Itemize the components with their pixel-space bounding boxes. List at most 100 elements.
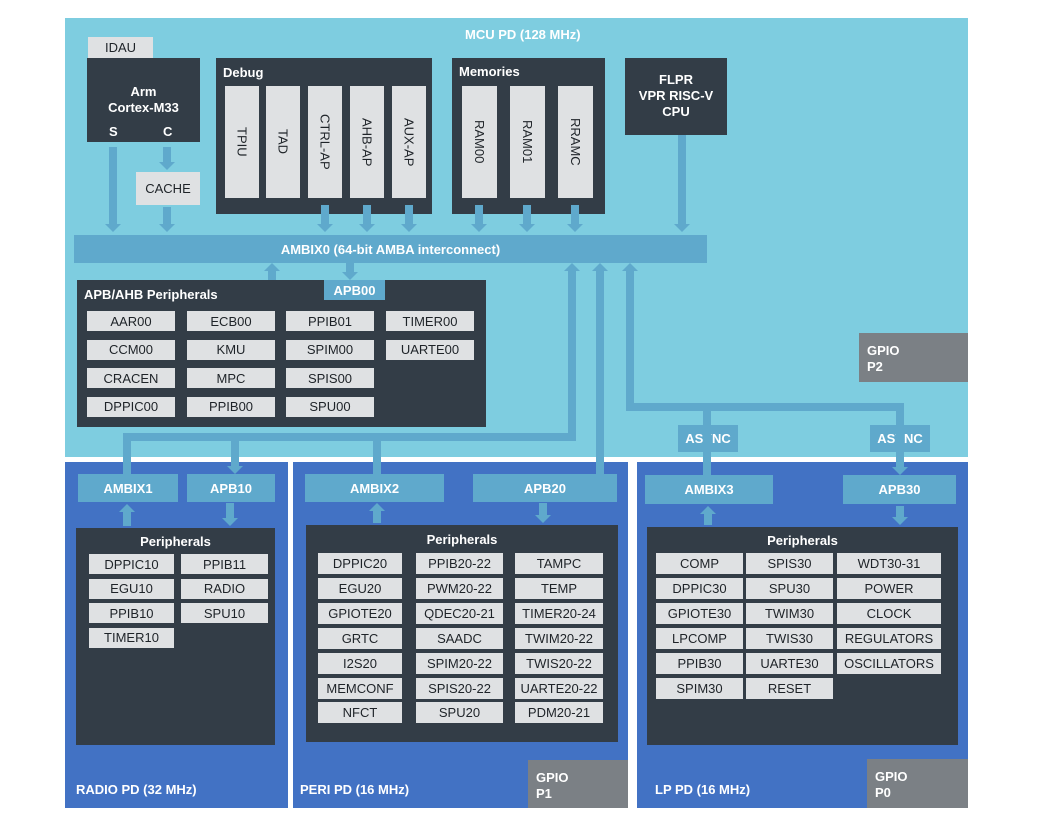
lp-peripheral-item: LPCOMP xyxy=(656,628,743,649)
peri-peripheral-item: GPIOTE20 xyxy=(318,602,402,624)
debug-item: CTRL-AP xyxy=(308,86,342,198)
arrow-down-icon xyxy=(317,224,333,232)
debug-item: AUX-AP xyxy=(392,86,426,198)
apb-ahb-peripheral-item: AAR00 xyxy=(87,311,175,331)
connector-line xyxy=(568,271,576,437)
connector-line xyxy=(163,147,171,162)
arrow-up-icon xyxy=(564,263,580,271)
cpu-label-2: Cortex-M33 xyxy=(108,100,179,115)
lp-domain-title: LP PD (16 MHz) xyxy=(655,782,751,797)
cpu-label-1: Arm xyxy=(130,84,157,99)
arrow-down-icon xyxy=(892,517,908,525)
peri-peripheral-item: QDEC20-21 xyxy=(416,602,503,624)
lp-peripheral-item: REGULATORS xyxy=(837,628,941,649)
arrow-down-icon xyxy=(535,515,551,523)
debug-item: TPIU xyxy=(225,86,259,198)
gpio-p1-label-1: GPIO xyxy=(536,770,569,785)
peri-peripheral-item: SAADC xyxy=(416,627,503,649)
arrow-down-icon xyxy=(471,224,487,232)
lp-peripheral-item: SPIM30 xyxy=(656,678,743,699)
connector-line xyxy=(896,407,904,467)
gpio-p2-label-2: P2 xyxy=(867,359,883,374)
lp-peripheral-item: TWIS30 xyxy=(746,628,833,649)
peri-peripherals-title: Peripherals xyxy=(426,532,498,547)
radio-peripheral-item: PPIB10 xyxy=(89,603,174,624)
flpr-label-2: VPR RISC-V xyxy=(638,88,714,103)
connector-line xyxy=(123,433,576,441)
connector-line xyxy=(346,263,354,272)
flpr-cpu-block: FLPR VPR RISC-V CPU xyxy=(625,58,727,135)
apb-ahb-peripheral-item: PPIB00 xyxy=(187,396,275,417)
arrow-down-icon xyxy=(674,224,690,232)
memory-item: RAM01 xyxy=(510,86,545,198)
lp-peripheral-item: POWER xyxy=(837,578,941,599)
apb-ahb-peripheral-item: UARTE00 xyxy=(386,339,474,360)
radio-peripheral-item: SPU10 xyxy=(181,603,268,624)
ambix1-bus: AMBIX1 xyxy=(78,474,178,502)
gpio-p0-label-2: P0 xyxy=(875,785,891,800)
connector-line xyxy=(373,437,381,474)
apb30-bus: APB30 xyxy=(843,475,956,504)
memory-item: RAM00 xyxy=(462,86,497,198)
connector-line xyxy=(523,205,531,224)
mcu-domain-title: MCU PD (128 MHz) xyxy=(465,27,581,42)
connector-line xyxy=(704,514,712,525)
radio-peripheral-item: RADIO xyxy=(181,578,268,599)
gpio-p2: GPIO P2 xyxy=(859,333,968,382)
arrow-down-icon xyxy=(159,224,175,232)
radio-peripheral-item: DPPIC10 xyxy=(89,554,174,574)
lp-peripheral-item: PPIB30 xyxy=(656,653,743,674)
lp-peripheral-item: CLOCK xyxy=(837,603,941,624)
lp-peripheral-item: SPU30 xyxy=(746,578,833,599)
apb-ahb-peripheral-item: SPU00 xyxy=(286,396,374,417)
connector-line xyxy=(626,271,634,407)
debug-title: Debug xyxy=(223,65,264,80)
connector-line xyxy=(373,511,381,523)
cpu-port-c: C xyxy=(163,124,173,139)
apb-ahb-peripheral-item: SPIM00 xyxy=(286,339,374,360)
apb00-bus: APB00 xyxy=(324,280,385,300)
lp-peripheral-item: GPIOTE30 xyxy=(656,603,743,624)
apb-ahb-peripheral-item: CRACEN xyxy=(87,368,175,388)
peri-peripheral-item: TWIM20-22 xyxy=(515,627,603,649)
lp-peripheral-item: COMP xyxy=(656,553,743,574)
lp-peripheral-item: OSCILLATORS xyxy=(837,653,941,674)
ambix3-bus: AMBIX3 xyxy=(645,475,773,504)
peri-peripheral-item: PPIB20-22 xyxy=(416,553,503,574)
peri-domain-title: PERI PD (16 MHz) xyxy=(300,782,410,797)
radio-peripheral-item: TIMER10 xyxy=(89,627,174,648)
connector-line xyxy=(123,512,131,526)
connector-line xyxy=(475,205,483,224)
connector-line xyxy=(321,205,329,224)
connector-line xyxy=(703,407,711,475)
connector-line xyxy=(123,437,131,474)
connector-line xyxy=(678,135,686,224)
peri-peripheral-item: PDM20-21 xyxy=(515,702,603,724)
arrow-up-icon xyxy=(592,263,608,271)
apb-ahb-peripheral-item: TIMER00 xyxy=(386,311,474,331)
peri-peripheral-item: UARTE20-22 xyxy=(515,677,603,699)
cpu-port-s: S xyxy=(109,124,118,139)
apb-ahb-peripheral-item: CCM00 xyxy=(87,339,175,360)
connector-line xyxy=(405,205,413,224)
memories-title: Memories xyxy=(459,64,520,79)
arrow-up-icon xyxy=(264,263,280,271)
debug-item: TAD xyxy=(266,86,300,198)
radio-peripheral-item: PPIB11 xyxy=(181,554,268,574)
debug-item: AHB-AP xyxy=(350,86,384,198)
connector-line xyxy=(363,205,371,224)
arrow-down-icon xyxy=(342,272,358,280)
lp-peripheral-item: WDT30-31 xyxy=(837,553,941,574)
apb-ahb-title: APB/AHB Peripherals xyxy=(84,287,218,302)
cpu-block: Arm Cortex-M33 S C xyxy=(87,58,200,142)
ambix2-bus: AMBIX2 xyxy=(305,474,444,502)
lp-peripheral-item: TWIM30 xyxy=(746,603,833,624)
gpio-p2-label-1: GPIO xyxy=(867,343,900,358)
cache-block: CACHE xyxy=(136,172,200,205)
peri-peripheral-item: MEMCONF xyxy=(318,677,402,699)
arrow-down-icon xyxy=(519,224,535,232)
connector-line xyxy=(896,506,904,517)
peri-peripheral-item: SPU20 xyxy=(416,702,503,724)
apb-ahb-peripheral-item: DPPIC00 xyxy=(87,396,175,417)
radio-peripherals-title: Peripherals xyxy=(140,534,211,549)
